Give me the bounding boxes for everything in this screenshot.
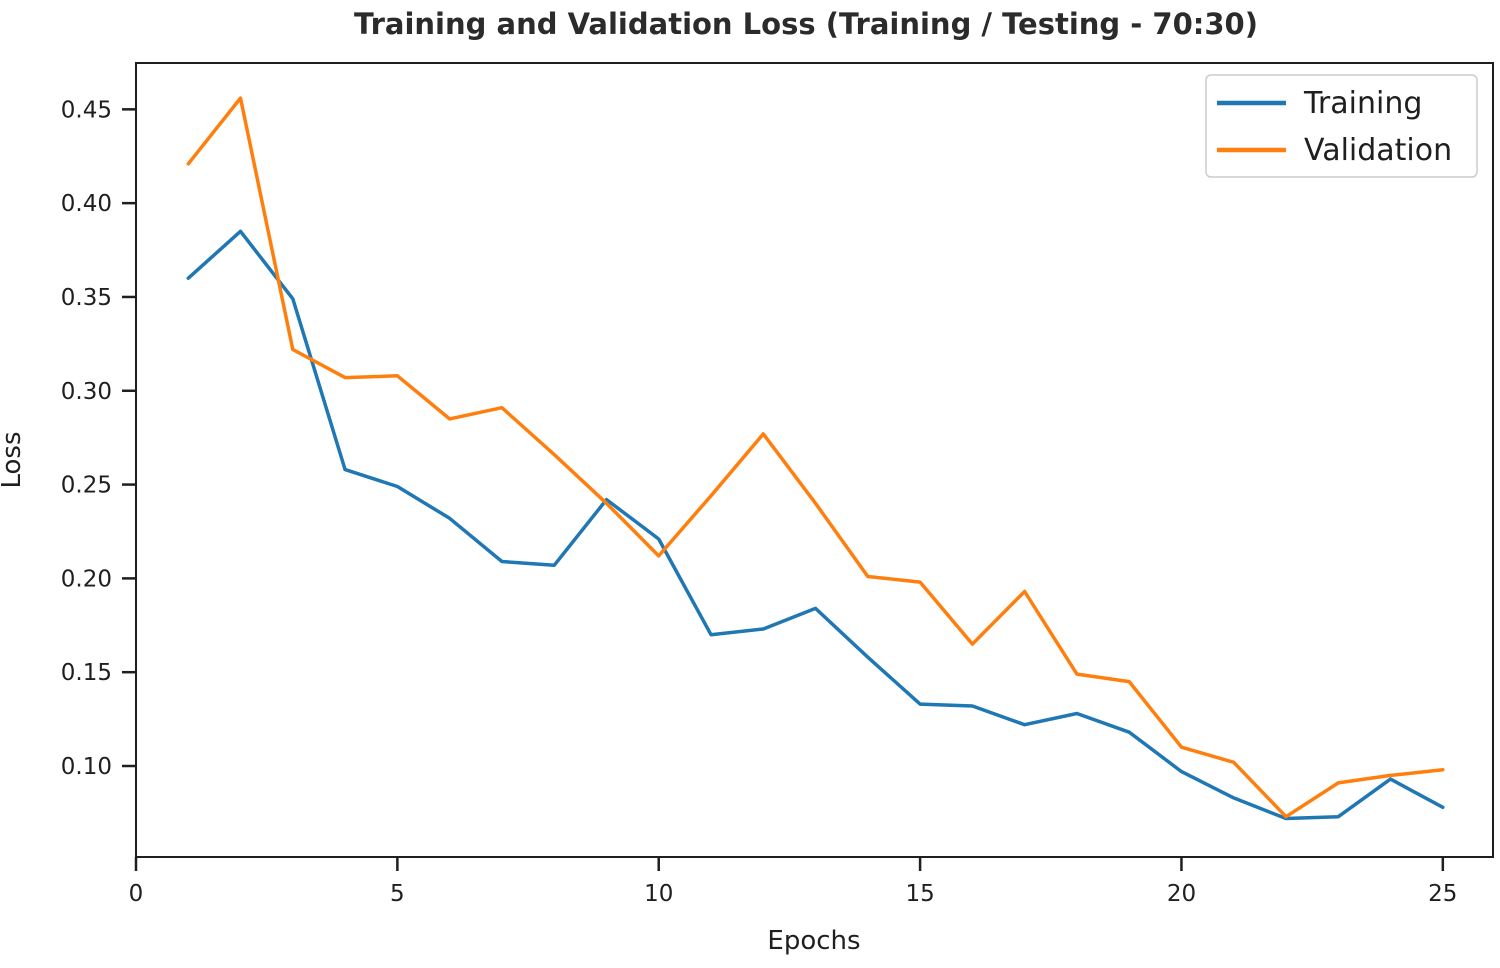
x-axis-label: Epochs	[767, 926, 860, 956]
y-tick-label: 0.10	[61, 754, 112, 780]
chart-title: Training and Validation Loss (Training /…	[354, 7, 1258, 41]
legend-label-validation: Validation	[1304, 133, 1452, 168]
y-tick-label: 0.15	[61, 660, 112, 686]
x-tick-label: 15	[905, 881, 934, 907]
y-axis-ticks: 0.10 0.15 0.20 0.25 0.30 0.35 0.40 0.45	[61, 97, 136, 780]
y-tick-label: 0.25	[61, 473, 112, 499]
y-tick-label: 0.35	[61, 285, 112, 311]
y-tick-label: 0.40	[61, 191, 112, 217]
legend-label-training: Training	[1303, 86, 1422, 121]
x-tick-label: 20	[1167, 881, 1196, 907]
y-tick-label: 0.30	[61, 379, 112, 405]
series-lines	[186, 96, 1445, 821]
validation-loss-line	[186, 96, 1445, 819]
training-loss-line	[186, 229, 1445, 821]
x-tick-label: 10	[644, 881, 673, 907]
x-tick-label: 0	[129, 881, 144, 907]
y-tick-label: 0.45	[61, 97, 112, 123]
x-axis-ticks: 0 5 10 15 20 25	[129, 857, 1457, 907]
x-tick-label: 25	[1428, 881, 1457, 907]
legend: Training Validation	[1205, 74, 1478, 178]
y-axis-label: Loss	[0, 431, 27, 488]
x-tick-label: 5	[390, 881, 405, 907]
plot-area-border	[135, 62, 1494, 858]
y-tick-label: 0.20	[61, 566, 112, 592]
